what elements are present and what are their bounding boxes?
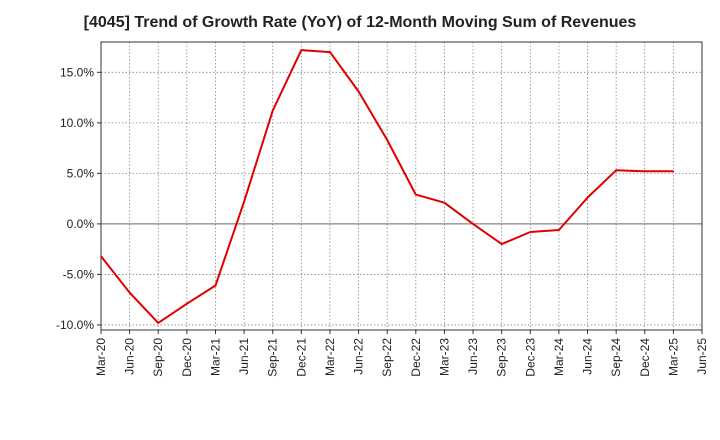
y-tick-label: 5.0%	[67, 166, 95, 180]
plot-frame	[100, 41, 703, 331]
data-point	[214, 284, 217, 287]
data-point	[415, 193, 417, 196]
x-tick-label: Sep-24	[609, 338, 623, 377]
x-tick-label: Mar-24	[552, 338, 566, 376]
x-tick-label: Jun-24	[581, 338, 595, 375]
data-point	[529, 231, 532, 233]
x-tick-label: Sep-23	[495, 338, 509, 377]
x-tick-label: Jun-20	[123, 338, 137, 375]
plot-area	[101, 42, 702, 330]
y-tick-label: 10.0%	[60, 116, 94, 130]
x-tick-label: Jun-23	[466, 338, 480, 375]
data-point	[443, 201, 446, 204]
data-point	[271, 109, 274, 112]
x-tick-label: Dec-21	[294, 338, 308, 377]
data-point	[243, 200, 245, 203]
y-tick-label: 15.0%	[60, 65, 94, 79]
x-tick-label: Mar-21	[208, 338, 222, 376]
data-point	[643, 170, 646, 173]
y-axis: -10.0% -5.0% 0.0% 5.0% 10.0% 15.0%	[56, 65, 101, 332]
grid	[101, 42, 702, 330]
x-tick-label: Jun-21	[237, 338, 251, 375]
y-tick-label: 0.0%	[67, 217, 95, 231]
x-tick-label: Mar-25	[666, 338, 680, 376]
x-tick-label: Mar-22	[323, 338, 337, 376]
data-point	[128, 291, 131, 294]
series-points	[100, 49, 675, 324]
data-point	[386, 139, 388, 141]
data-point	[157, 322, 160, 324]
x-axis: Mar-20 Jun-20 Sep-20 Dec-20 Mar-21 Jun-21 Sep-…	[94, 330, 709, 377]
data-point	[100, 255, 102, 258]
x-tick-label: Mar-20	[94, 338, 108, 376]
data-point	[586, 196, 589, 199]
data-point	[300, 49, 303, 51]
x-tick-label: Dec-24	[638, 338, 652, 377]
x-tick-label: Dec-22	[409, 338, 423, 377]
data-point	[357, 90, 360, 93]
x-tick-label: Dec-23	[523, 338, 537, 377]
data-point	[500, 243, 503, 245]
chart-title: [4045] Trend of Growth Rate (YoY) of 12-…	[83, 14, 637, 31]
x-tick-label: Jun-22	[352, 338, 366, 375]
data-point	[329, 51, 331, 53]
x-tick-label: Dec-20	[180, 338, 194, 377]
x-tick-label: Mar-23	[437, 338, 451, 376]
x-tick-label: Jun-25	[695, 338, 709, 375]
data-point	[472, 223, 474, 225]
x-tick-label: Sep-22	[380, 338, 394, 377]
x-tick-label: Sep-20	[151, 338, 165, 377]
x-tick-label: Sep-21	[266, 338, 280, 377]
y-tick-label: -10.0%	[56, 318, 94, 332]
data-point	[615, 169, 617, 172]
data-point	[672, 170, 675, 173]
data-point	[558, 229, 560, 231]
y-tick-label: -5.0%	[63, 267, 95, 281]
data-point	[186, 302, 188, 305]
